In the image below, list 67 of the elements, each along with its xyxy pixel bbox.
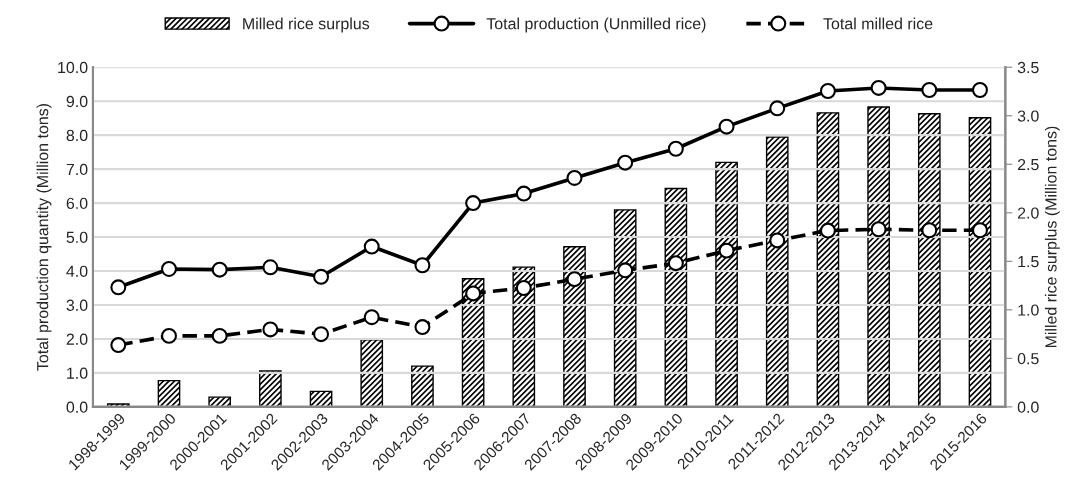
y-tick-label: 6.0 bbox=[66, 197, 88, 210]
point bbox=[718, 118, 735, 135]
point bbox=[211, 327, 228, 344]
point bbox=[110, 279, 127, 296]
point bbox=[566, 169, 583, 186]
bar bbox=[208, 396, 232, 407]
y-tick-label: 8.0 bbox=[66, 129, 88, 142]
y-tick-label: 10.0 bbox=[58, 61, 88, 74]
bar bbox=[765, 136, 789, 407]
legend-label: Total production (Unmilled rice) bbox=[486, 17, 706, 33]
y-tick-label: 1.0 bbox=[67, 367, 88, 379]
point bbox=[313, 268, 330, 285]
y-tick-label: 3.0 bbox=[66, 299, 88, 311]
y2-tick-label: 2.0 bbox=[1017, 207, 1039, 219]
y-tick-label: 4.0 bbox=[66, 265, 88, 277]
y-axis-title: Total production quantity (Million tons) bbox=[36, 103, 52, 371]
point bbox=[515, 185, 532, 202]
point bbox=[819, 222, 836, 239]
y-tick-label: 5.0 bbox=[66, 231, 88, 243]
point bbox=[617, 154, 634, 171]
point bbox=[465, 195, 482, 212]
point bbox=[363, 309, 380, 326]
point bbox=[870, 221, 887, 238]
point bbox=[363, 238, 380, 255]
point bbox=[769, 100, 786, 117]
point bbox=[414, 319, 431, 336]
bar bbox=[360, 339, 384, 407]
legend-label: Total milled rice bbox=[823, 17, 933, 30]
bar bbox=[259, 370, 282, 407]
point bbox=[414, 257, 431, 274]
point bbox=[161, 260, 177, 277]
point bbox=[870, 79, 887, 96]
point bbox=[819, 83, 836, 99]
point bbox=[313, 326, 330, 343]
point bbox=[161, 327, 177, 344]
y2-tick-label: 0.5 bbox=[1017, 352, 1039, 365]
point bbox=[718, 242, 735, 259]
y-tick-label: 7.0 bbox=[66, 163, 88, 176]
bar bbox=[157, 379, 181, 407]
point bbox=[515, 280, 532, 296]
y2-tick-label: 3.5 bbox=[1017, 61, 1039, 74]
bar bbox=[309, 390, 333, 407]
point bbox=[211, 261, 228, 278]
point bbox=[769, 232, 786, 249]
y-tick-label: 0.0 bbox=[66, 401, 88, 413]
point bbox=[465, 285, 482, 302]
y2-tick-label: 0.0 bbox=[1017, 401, 1039, 413]
y2-tick-label: 3.0 bbox=[1017, 110, 1039, 122]
y2-tick-label: 1.5 bbox=[1018, 256, 1039, 268]
point bbox=[921, 82, 938, 98]
point bbox=[921, 222, 938, 239]
point bbox=[566, 271, 583, 288]
point bbox=[262, 321, 279, 338]
y2-axis-title: Milled rice surplus (Million tons) bbox=[1044, 126, 1060, 348]
point bbox=[667, 255, 684, 272]
point bbox=[617, 262, 634, 279]
y2-tick-label: 2.5 bbox=[1017, 158, 1039, 171]
legend-label: Milled rice surplus bbox=[243, 17, 370, 33]
bar bbox=[411, 365, 434, 407]
point bbox=[262, 259, 279, 276]
point bbox=[110, 337, 127, 354]
point bbox=[667, 140, 684, 157]
point bbox=[972, 222, 988, 239]
y2-tick-label: 1.0 bbox=[1018, 304, 1039, 316]
y-tick-label: 9.0 bbox=[66, 95, 88, 108]
point bbox=[972, 82, 988, 98]
y-tick-label: 2.0 bbox=[66, 333, 88, 345]
